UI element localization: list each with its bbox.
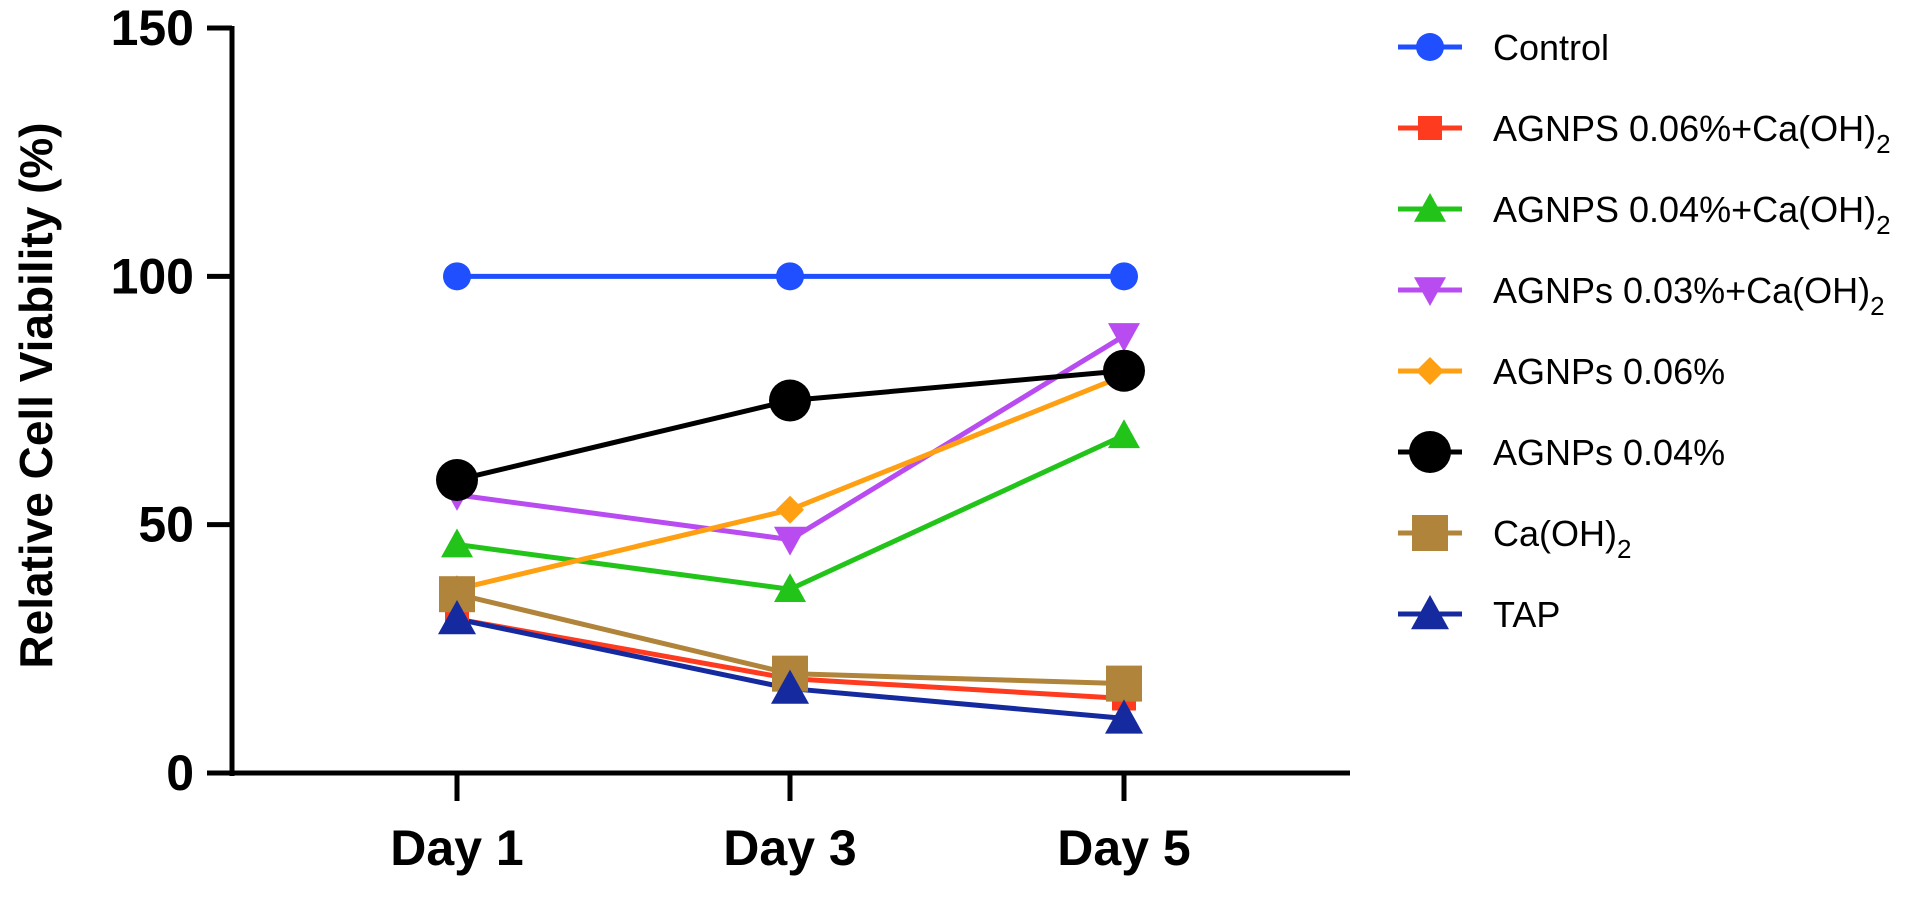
legend-marker <box>1414 193 1446 222</box>
y-tick-label: 50 <box>138 497 194 553</box>
legend-marker <box>1412 515 1448 551</box>
legend-label: Ca(OH) <box>1493 513 1617 554</box>
legend-marker <box>1418 116 1442 140</box>
legend-label: TAP <box>1493 594 1560 635</box>
legend-entry: Control <box>1493 27 1609 68</box>
y-axis-title: Relative Cell Viability (%) <box>10 122 62 668</box>
legend-entry: AGNPs 0.06% <box>1493 351 1725 392</box>
data-point-s0-p2 <box>1110 262 1138 291</box>
data-point-s5-p2 <box>1103 349 1145 392</box>
legend-marker <box>1409 431 1451 473</box>
x-tick-label: Day 3 <box>723 820 856 876</box>
series-markers <box>436 262 1145 734</box>
data-point-s4-p1 <box>776 495 804 524</box>
y-tick-label: 0 <box>166 745 194 801</box>
data-point-s3-p2 <box>1108 323 1140 352</box>
legend-entry: TAP <box>1493 594 1560 635</box>
legend-label: AGNPs 0.06% <box>1493 351 1725 392</box>
legend-label-subscript: 2 <box>1870 291 1884 321</box>
legend-entry: AGNPs 0.03%+Ca(OH)2 <box>1493 270 1885 321</box>
data-point-s7-p0 <box>438 600 476 635</box>
legend-entry: AGNPs 0.04% <box>1493 432 1725 473</box>
legend-label-subscript: 2 <box>1617 534 1631 564</box>
legend-label: AGNPS 0.06%+Ca(OH) <box>1493 108 1876 149</box>
legend-label: AGNPs 0.03%+Ca(OH) <box>1493 270 1870 311</box>
x-tick-label: Day 5 <box>1057 820 1190 876</box>
legend-label-subscript: 2 <box>1876 129 1890 159</box>
legend-marker <box>1411 595 1449 630</box>
legend-label: AGNPS 0.04%+Ca(OH) <box>1493 189 1876 230</box>
data-point-s6-p2 <box>1106 665 1142 702</box>
data-point-s0-p1 <box>776 262 804 291</box>
data-point-s5-p0 <box>436 458 478 501</box>
legend-label: AGNPs 0.04% <box>1493 432 1725 473</box>
data-point-s2-p0 <box>441 528 473 558</box>
y-tick-label: 100 <box>111 248 194 304</box>
legend-marker <box>1416 357 1444 385</box>
y-tick-label: 150 <box>111 0 194 56</box>
data-point-s0-p0 <box>443 262 471 291</box>
legend-entry: AGNPS 0.04%+Ca(OH)2 <box>1493 189 1891 240</box>
legend-marker <box>1414 277 1446 306</box>
data-point-s5-p1 <box>769 379 811 422</box>
legend-entry: AGNPS 0.06%+Ca(OH)2 <box>1493 108 1891 159</box>
legend-marker <box>1416 33 1444 61</box>
axes: 0 50 100 150 Day 1 Day 3 Day 5 Relative Cell Vi… <box>10 0 1350 876</box>
data-point-s2-p2 <box>1108 419 1140 449</box>
legend-label-subscript: 2 <box>1876 210 1890 240</box>
data-point-s7-p2 <box>1105 699 1143 734</box>
legend-label: Control <box>1493 27 1609 68</box>
legend-entry: Ca(OH)2 <box>1493 513 1631 564</box>
x-tick-label: Day 1 <box>390 820 523 876</box>
data-point-s7-p1 <box>771 669 809 704</box>
data-point-s2-p1 <box>774 573 806 603</box>
data-point-s3-p1 <box>774 526 806 556</box>
